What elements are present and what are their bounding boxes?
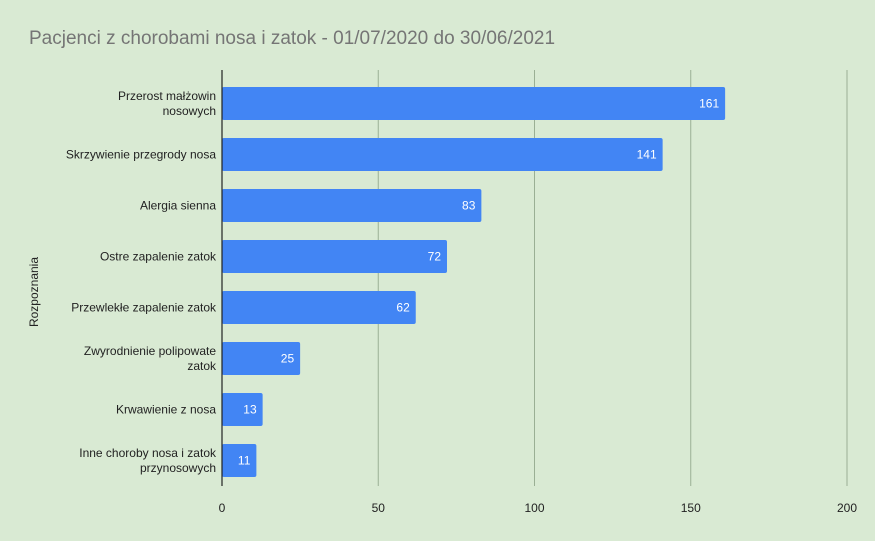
bar-data-label: 83 [462, 199, 476, 213]
labels: 0 50 100 150 200 161 Przerost małżowinnosowych… [27, 89, 857, 515]
category-label: Zwyrodnienie polipowate [84, 344, 216, 358]
x-tick-label: 100 [524, 501, 544, 515]
category-label: zatok [187, 359, 217, 373]
bar [222, 444, 257, 477]
grid-lines [377, 70, 848, 486]
chart-title: Pacjenci z chorobami nosa i zatok - 01/0… [29, 28, 556, 49]
category-label: Skrzywienie przegrody nosa [66, 148, 216, 162]
bars [222, 87, 726, 477]
bar-data-label: 13 [243, 403, 257, 417]
bar [222, 291, 416, 324]
category-label: Przerost małżowin [118, 89, 216, 103]
bar [222, 138, 663, 171]
bar-data-label: 62 [396, 301, 410, 315]
bar-data-label: 72 [428, 250, 442, 264]
bar [222, 87, 726, 120]
category-label: Alergia sienna [140, 199, 216, 213]
category-label: Inne choroby nosa i zatok [79, 446, 217, 460]
category-label: Krwawienie z nosa [116, 403, 216, 417]
x-tick-label: 0 [219, 501, 226, 515]
bar [222, 393, 263, 426]
x-tick-label: 50 [372, 501, 386, 515]
x-tick-label: 200 [837, 501, 857, 515]
y-axis-title: Rozpoznania [27, 257, 41, 327]
category-label: przynosowych [140, 461, 216, 475]
bar [222, 342, 301, 375]
bar-data-label: 141 [637, 148, 657, 162]
category-label: Przewlekłe zapalenie zatok [71, 301, 217, 315]
bar [222, 240, 447, 273]
category-label: nosowych [163, 104, 216, 118]
bar [222, 189, 482, 222]
bar-data-label: 25 [281, 352, 295, 366]
bar-data-label: 161 [699, 97, 719, 111]
category-label: Ostre zapalenie zatok [100, 250, 217, 264]
x-tick-label: 150 [681, 501, 701, 515]
bar-data-label: 11 [238, 454, 251, 468]
